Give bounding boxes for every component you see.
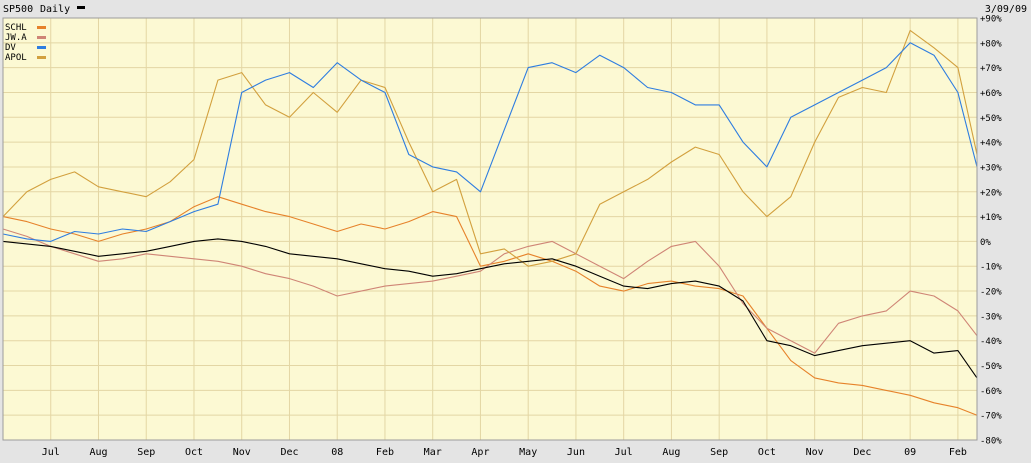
x-gridlines xyxy=(50,18,959,440)
y-tick-label: +50% xyxy=(980,114,1002,124)
x-tick-label: May xyxy=(519,447,537,458)
x-tick-label: Jul xyxy=(615,447,633,458)
x-tick-label: Dec xyxy=(280,447,298,458)
x-tick-label: Sep xyxy=(710,447,728,458)
y-tick-label: +40% xyxy=(980,139,1002,149)
legend-swatch xyxy=(37,56,46,59)
x-tick-label: Jul xyxy=(42,447,60,458)
y-tick-label: -60% xyxy=(980,387,1002,397)
y-tick-label: -70% xyxy=(980,412,1002,422)
x-tick-label: Jun xyxy=(567,447,585,458)
y-axis: +90% +80% +70% +60% +50% +40% +30% +20% +10% 0% -1… xyxy=(980,15,1002,447)
y-tick-label: +70% xyxy=(980,64,1002,74)
x-tick-label: Feb xyxy=(376,447,394,458)
x-axis: Jul Aug Sep Oct Nov Dec 08 Feb Mar Apr May Jun Jul Au… xyxy=(42,447,967,458)
legend-label: SCHL xyxy=(5,23,27,33)
legend-swatch xyxy=(37,36,46,39)
y-tick-label: +80% xyxy=(980,39,1002,49)
y-tick-label: -50% xyxy=(980,362,1002,372)
x-tick-label: Nov xyxy=(806,447,824,458)
x-tick-label: Sep xyxy=(137,447,155,458)
header-symbol: SP500 xyxy=(3,4,33,15)
legend-label: APOL xyxy=(5,53,27,63)
x-tick-label: Nov xyxy=(233,447,251,458)
x-tick-label: 09 xyxy=(904,447,916,458)
x-tick-label: Oct xyxy=(185,447,203,458)
series-line-sp500 xyxy=(2,238,978,379)
y-tick-label: +30% xyxy=(980,163,1002,173)
x-tick-label: 08 xyxy=(331,447,343,458)
y-tick-label: 0% xyxy=(980,238,991,248)
y-tick-label: +20% xyxy=(980,188,1002,198)
y-tick-label: +10% xyxy=(980,213,1002,223)
x-tick-label: Feb xyxy=(949,447,967,458)
y-tick-label: -30% xyxy=(980,312,1002,322)
x-tick-label: Aug xyxy=(662,447,680,458)
series-layer xyxy=(2,29,978,416)
legend-swatch xyxy=(37,46,46,49)
x-tick-label: Dec xyxy=(853,447,871,458)
header-price-line-swatch xyxy=(77,6,85,9)
y-tick-label: -20% xyxy=(980,288,1002,298)
plot-frame xyxy=(2,17,978,441)
x-tick-label: Mar xyxy=(424,447,442,458)
header-period: Daily xyxy=(40,4,70,15)
legend-swatch xyxy=(37,26,46,29)
x-tick-label: Apr xyxy=(471,447,489,458)
y-tick-label: -40% xyxy=(980,337,1002,347)
x-tick-label: Oct xyxy=(758,447,776,458)
y-tick-label: +60% xyxy=(980,89,1002,99)
series-line-jw-a xyxy=(2,228,978,354)
x-tick-label: Aug xyxy=(89,447,107,458)
chart-header: SP500 Daily 3/09/09 xyxy=(3,4,1027,15)
y-tick-label: -80% xyxy=(980,437,1002,447)
legend-label: JW.A xyxy=(5,33,27,43)
series-line-apol xyxy=(2,29,978,267)
legend-label: DV xyxy=(5,43,16,53)
header-date: 3/09/09 xyxy=(985,4,1027,15)
plot-area xyxy=(3,18,977,440)
y-tick-label: +90% xyxy=(980,15,1002,25)
series-line-dv xyxy=(2,42,978,242)
y-tick-label: -10% xyxy=(980,263,1002,273)
